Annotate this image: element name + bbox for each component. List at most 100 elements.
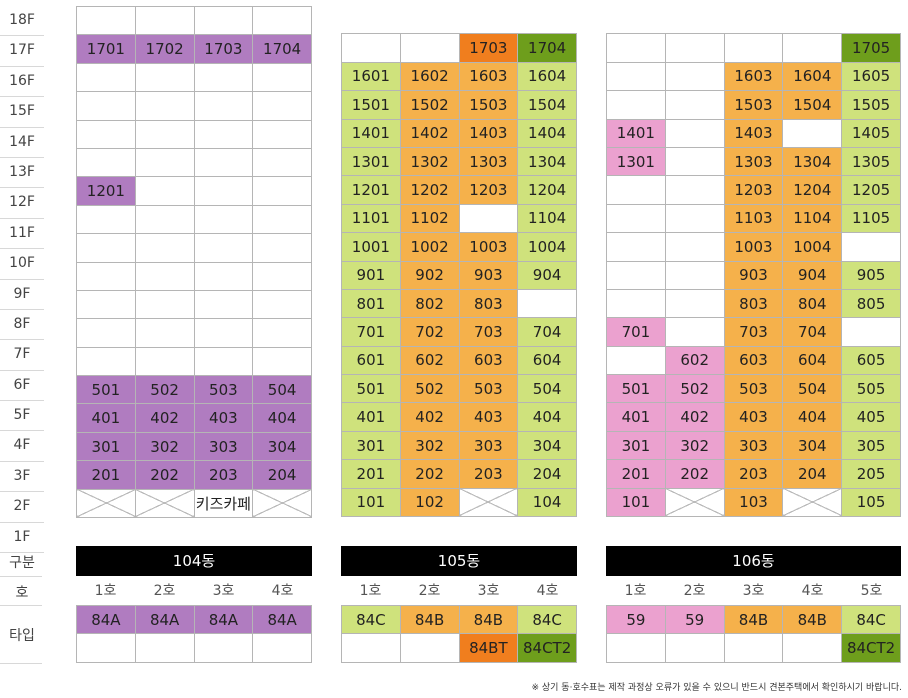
unit-cell: 203 bbox=[723, 459, 784, 489]
unit-cell bbox=[193, 147, 254, 178]
unit-cell bbox=[76, 147, 136, 178]
floor-row: 701 703 704 bbox=[606, 317, 901, 347]
floor-row: 1001 1002 1003 1004 bbox=[341, 232, 577, 262]
unit-cell: 204 bbox=[517, 459, 577, 489]
unit-cell bbox=[76, 119, 136, 149]
floor-label: 13F bbox=[0, 158, 44, 189]
blank-cell bbox=[842, 6, 901, 34]
unit-cell: 1704 bbox=[517, 33, 577, 63]
unit-cell: 602 bbox=[664, 345, 725, 376]
unit-cell: 1501 bbox=[341, 90, 401, 120]
unavailable-cell bbox=[252, 488, 312, 519]
type-cell: 84B bbox=[399, 604, 460, 635]
unit-cell bbox=[606, 232, 666, 262]
unit-cell bbox=[76, 62, 136, 93]
floor-row: 201 202 203 204 bbox=[341, 459, 577, 489]
unit-cell bbox=[134, 289, 195, 320]
floor-row: 801 802 803 bbox=[341, 288, 577, 319]
unit-cell: 1704 bbox=[252, 34, 312, 64]
floor-label: 14F bbox=[0, 128, 44, 158]
unit-cell: 1204 bbox=[782, 175, 843, 205]
unit-number: 2호 bbox=[418, 583, 441, 599]
unit-cell: 1403 bbox=[723, 118, 784, 148]
unit-cell: 203 bbox=[193, 460, 254, 490]
unit-number: 2호 bbox=[683, 583, 706, 599]
floor-row: 1401 1402 1403 1404 bbox=[341, 118, 577, 148]
floor-row: 903 904 905 bbox=[606, 260, 901, 290]
blank-cell bbox=[518, 6, 577, 34]
floor-row bbox=[76, 233, 312, 263]
floor-row: 1501 1502 1503 1504 bbox=[341, 90, 577, 120]
floor-label: 8F bbox=[0, 310, 44, 341]
floor-label: 17F bbox=[0, 36, 44, 67]
blank-cell bbox=[724, 6, 783, 34]
unit-number: 4호 bbox=[801, 583, 824, 599]
floor-row: 1601 1602 1603 1604 bbox=[341, 61, 577, 92]
unit-cell: 501 bbox=[341, 374, 401, 404]
unit-cell: 1603 bbox=[458, 61, 519, 92]
unit-cell: 1101 bbox=[341, 203, 401, 234]
unit-cell: 401 bbox=[606, 402, 666, 432]
unavailable-cell bbox=[134, 488, 195, 519]
unit-cell: 603 bbox=[723, 345, 784, 376]
blank-cell bbox=[665, 6, 724, 34]
unit-cell: 801 bbox=[341, 288, 401, 319]
floor-row: 701 702 703 704 bbox=[341, 317, 577, 347]
unit-cell: 1702 bbox=[134, 34, 195, 64]
unit-number: 3호 bbox=[742, 583, 765, 599]
unit-cell bbox=[664, 232, 725, 262]
unit-cell: 903 bbox=[458, 260, 519, 290]
unit-cell: 304 bbox=[782, 430, 843, 461]
floor-row: 1603 1604 1605 bbox=[606, 61, 901, 92]
row-label-type: 타입 bbox=[9, 628, 35, 644]
unit-cell bbox=[76, 318, 136, 348]
unit-cell bbox=[193, 289, 254, 320]
unit-cell bbox=[134, 176, 195, 206]
unit-cell: 1502 bbox=[399, 90, 460, 120]
floor-label: 1F bbox=[0, 523, 44, 554]
unit-cell bbox=[606, 345, 666, 376]
unit-cell: 1304 bbox=[782, 146, 843, 177]
blank-cell bbox=[459, 6, 518, 34]
unit-cell bbox=[664, 175, 725, 205]
unit-cell bbox=[252, 261, 312, 291]
floor-row: 201 202 203 204 bbox=[76, 460, 312, 490]
floor-label: 10F bbox=[0, 249, 44, 280]
unit-number: 3호 bbox=[212, 583, 235, 599]
type-cell: 84B bbox=[782, 604, 843, 635]
type-cell: 59 bbox=[664, 604, 725, 635]
unit-cell: 1604 bbox=[517, 61, 577, 92]
building-105-unit-row: 1호 2호 3호 4호 bbox=[341, 577, 577, 605]
unit-number: 2호 bbox=[153, 583, 176, 599]
unit-cell: 1305 bbox=[841, 146, 901, 177]
disclaimer-note: ※ 상기 동·호수표는 제작 과정상 오류가 있을 수 있으니 반드시 견본주택… bbox=[531, 683, 902, 693]
row-label-ho: 호 bbox=[15, 585, 29, 601]
unit-cell bbox=[606, 61, 666, 92]
unit-cell bbox=[517, 288, 577, 319]
unit-cell bbox=[252, 233, 312, 263]
floor-row: 901 902 903 904 bbox=[341, 260, 577, 290]
unit-cell: 1405 bbox=[841, 118, 901, 148]
type-cell: 84A bbox=[134, 604, 195, 635]
unit-cell: 904 bbox=[517, 260, 577, 290]
unit-number: 1호 bbox=[359, 583, 382, 599]
floor-row bbox=[607, 6, 901, 34]
unit-cell bbox=[252, 91, 312, 121]
unit-cell: 601 bbox=[341, 345, 401, 376]
unit-cell bbox=[252, 176, 312, 206]
unit-cell: 202 bbox=[134, 460, 195, 490]
unit-cell: 703 bbox=[723, 317, 784, 347]
unit-cell: 603 bbox=[458, 345, 519, 376]
unit-cell bbox=[606, 90, 666, 120]
unit-cell: 402 bbox=[134, 403, 195, 433]
unit-cell: 1001 bbox=[341, 232, 401, 262]
unit-cell bbox=[664, 90, 725, 120]
unit-cell bbox=[399, 33, 460, 63]
floor-row: 201 202 203 204 205 bbox=[606, 459, 901, 489]
unit-cell: 1102 bbox=[399, 203, 460, 234]
type-cell bbox=[252, 633, 312, 663]
unit-cell bbox=[664, 146, 725, 177]
building-106-grid: 1705 1603 1604 1605 1503 1504 1505 1401 1403 1405… bbox=[606, 6, 901, 518]
unit-cell: 1105 bbox=[841, 203, 901, 234]
unit-cell: 1705 bbox=[841, 33, 901, 63]
